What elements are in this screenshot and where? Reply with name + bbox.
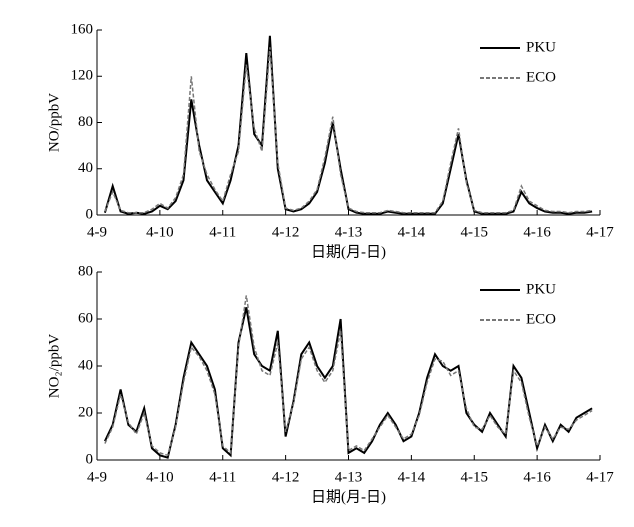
- y-tick-label: 40: [78, 357, 93, 373]
- y-tick-label: 0: [86, 206, 94, 222]
- legend-label: PKU: [526, 39, 556, 55]
- y-tick-label: 160: [71, 21, 94, 37]
- y-tick-label: 60: [78, 310, 93, 326]
- series-line: [103, 35, 593, 215]
- legend-label: PKU: [526, 281, 556, 297]
- y-tick-label: 80: [78, 114, 93, 130]
- x-tick-label: 4-15: [461, 224, 489, 240]
- y-tick-label: 20: [78, 404, 93, 420]
- x-tick-label: 4-14: [398, 469, 426, 485]
- y-axis-label: NO/ppbV: [46, 93, 62, 152]
- legend-label: ECO: [526, 69, 556, 85]
- x-tick-label: 4-15: [461, 469, 489, 485]
- series-line: [103, 307, 593, 459]
- x-tick-label: 4-14: [398, 224, 426, 240]
- x-tick-label: 4-11: [209, 224, 236, 240]
- y-tick-label: 0: [86, 451, 94, 467]
- x-tick-label: 4-10: [146, 469, 174, 485]
- y-tick-label: 120: [71, 68, 94, 84]
- x-tick-label: 4-11: [209, 469, 236, 485]
- x-tick-label: 4-9: [87, 469, 107, 485]
- x-axis-label: 日期(月-日): [311, 243, 386, 260]
- y-tick-label: 40: [78, 160, 93, 176]
- x-tick-label: 4-16: [523, 469, 551, 485]
- y-axis-label: NO₂/ppbV: [46, 334, 62, 399]
- x-tick-label: 4-13: [335, 469, 363, 485]
- x-axis-label: 日期(月-日): [311, 488, 386, 505]
- legend-label: ECO: [526, 311, 556, 327]
- x-tick-label: 4-9: [87, 224, 107, 240]
- x-tick-label: 4-12: [272, 224, 300, 240]
- y-tick-label: 80: [78, 263, 93, 279]
- x-tick-label: 4-12: [272, 469, 300, 485]
- x-tick-label: 4-10: [146, 224, 174, 240]
- x-tick-label: 4-16: [523, 224, 551, 240]
- series-line: [104, 47, 593, 214]
- x-tick-label: 4-17: [586, 224, 614, 240]
- x-tick-label: 4-17: [586, 469, 614, 485]
- series-line: [104, 295, 593, 457]
- x-tick-label: 4-13: [335, 224, 363, 240]
